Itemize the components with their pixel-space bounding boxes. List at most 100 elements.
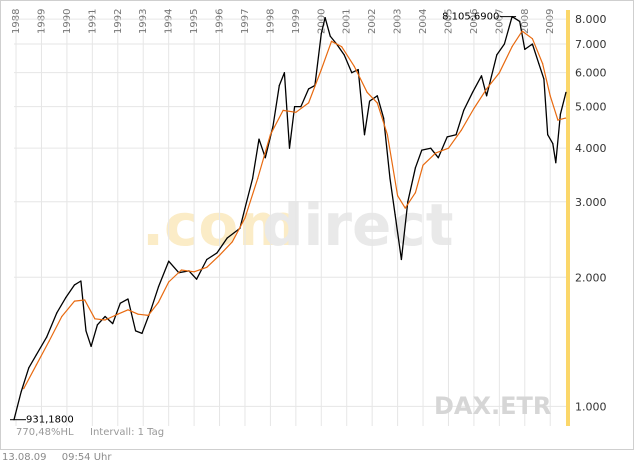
data-point	[422, 164, 424, 166]
footer-date: 13.08.09	[2, 452, 47, 463]
data-point	[119, 302, 121, 304]
data-point	[257, 177, 259, 180]
data-point	[414, 192, 416, 194]
data-point	[104, 319, 106, 321]
data-point	[135, 330, 137, 332]
data-point	[473, 107, 475, 110]
year-label: 2003	[393, 9, 404, 34]
year-label: 1997	[240, 9, 251, 34]
data-point	[127, 298, 129, 300]
data-point	[141, 332, 143, 334]
high-label: 8.105,6900	[442, 12, 499, 23]
data-point	[557, 119, 559, 121]
data-point	[168, 281, 170, 283]
data-point	[435, 152, 437, 154]
price-line	[13, 15, 567, 420]
data-point	[56, 312, 58, 314]
data-point	[394, 214, 396, 216]
data-point	[150, 309, 152, 311]
data-point	[383, 117, 385, 119]
data-point	[455, 134, 457, 136]
year-label: 2006	[469, 9, 480, 34]
low-label: 931,1800	[26, 415, 74, 426]
data-point	[400, 258, 402, 261]
data-point	[376, 95, 378, 97]
year-label: 2009	[545, 9, 556, 34]
price-axis-bar	[566, 10, 570, 426]
data-point	[555, 162, 557, 164]
year-label: 1991	[87, 9, 98, 34]
data-point	[46, 336, 48, 338]
year-label: 1989	[36, 9, 47, 34]
data-point	[341, 46, 343, 48]
y-tick-label: 5.000	[575, 101, 607, 114]
data-point	[193, 271, 195, 273]
y-tick-label: 2.000	[575, 271, 607, 284]
data-point	[80, 280, 82, 282]
footer: 13.08.09 09:54 Uhr	[2, 452, 123, 463]
y-tick-label: 6.000	[575, 67, 607, 80]
data-point	[48, 340, 50, 342]
data-point	[20, 391, 22, 393]
data-point	[94, 318, 96, 320]
data-point	[288, 147, 291, 149]
year-label: 2005	[443, 9, 454, 34]
year-label: 1993	[138, 9, 149, 34]
data-point	[231, 241, 233, 243]
data-point	[258, 138, 260, 140]
data-point	[283, 72, 285, 74]
data-point	[552, 143, 554, 145]
data-point	[547, 134, 549, 136]
data-point	[389, 177, 391, 180]
y-tick-label: 8.000	[575, 13, 607, 26]
data-point	[112, 323, 114, 325]
data-point	[531, 43, 534, 45]
interval-label: Intervall: 1 Tag	[90, 427, 164, 438]
data-point	[196, 278, 198, 280]
data-point	[386, 134, 388, 136]
data-point	[430, 147, 432, 149]
data-point	[351, 72, 353, 74]
data-point	[559, 113, 562, 115]
data-point	[218, 254, 221, 256]
data-point	[308, 88, 310, 90]
y-tick-label: 4.000	[575, 142, 607, 155]
data-point	[295, 111, 297, 113]
data-point	[84, 299, 86, 301]
data-point	[180, 269, 182, 271]
data-point	[226, 237, 228, 239]
hl-percentage: 770,48%HL	[16, 427, 74, 438]
data-point	[421, 149, 423, 151]
data-point	[519, 20, 521, 22]
data-point	[206, 266, 208, 268]
data-point	[104, 315, 106, 318]
year-label: 2007	[494, 9, 505, 34]
data-point	[503, 43, 505, 45]
data-point	[252, 177, 254, 180]
data-point	[272, 125, 274, 127]
year-label: 2001	[342, 9, 353, 34]
data-point	[524, 48, 526, 51]
data-point	[216, 252, 218, 254]
data-point	[278, 84, 280, 87]
data-point	[264, 157, 266, 159]
data-point	[35, 364, 38, 366]
data-point	[294, 106, 296, 108]
data-point	[521, 30, 523, 32]
data-point	[543, 78, 545, 80]
data-point	[407, 201, 409, 203]
data-point	[397, 195, 399, 197]
average-series	[23, 30, 567, 390]
data-point	[353, 66, 355, 68]
data-point	[96, 324, 98, 326]
y-tick-label: 1.000	[575, 400, 607, 413]
footer-time: 09:54 Uhr	[61, 452, 112, 463]
data-point	[447, 147, 450, 149]
data-point	[206, 258, 208, 261]
data-point	[472, 91, 474, 93]
data-point	[538, 63, 540, 65]
year-label: 1999	[291, 9, 302, 34]
data-point	[320, 33, 322, 35]
data-point	[65, 297, 67, 299]
data-point	[28, 367, 30, 369]
